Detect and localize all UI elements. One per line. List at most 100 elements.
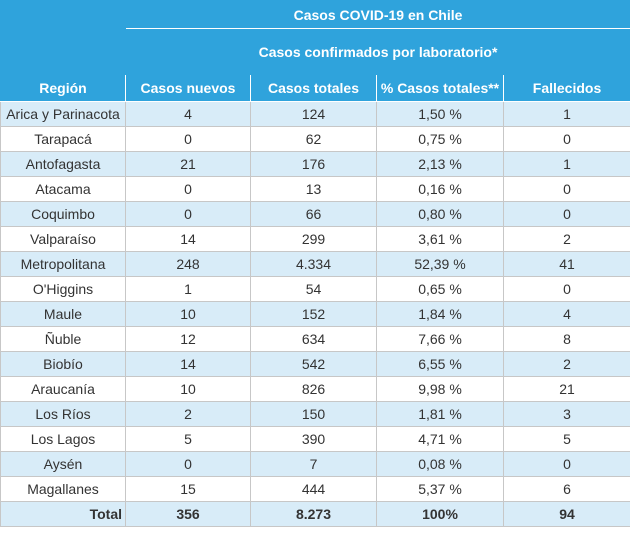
total-cases-cell: 13 (250, 176, 377, 202)
total-cases-cell: 4.334 (250, 251, 377, 277)
table-row: Maule 10 152 1,84 % 4 (0, 301, 630, 327)
total-cases-cell: 7 (250, 451, 377, 477)
deaths-cell: 0 (502, 176, 630, 202)
percent-cell: 2,13 % (376, 151, 504, 177)
table-row: Ñuble 12 634 7,66 % 8 (0, 326, 630, 352)
new-cases-cell: 2 (125, 401, 251, 427)
percent-cell: 3,61 % (376, 226, 504, 252)
table-row: Arica y Parinacota 4 124 1,50 % 1 (0, 101, 630, 127)
region-cell: Metropolitana (0, 251, 126, 277)
table-row: Valparaíso 14 299 3,61 % 2 (0, 226, 630, 252)
deaths-cell: 2 (502, 226, 630, 252)
deaths-cell: 0 (502, 276, 630, 302)
deaths-cell: 5 (502, 426, 630, 452)
percent-cell: 52,39 % (376, 251, 504, 277)
column-header-deaths: Fallecidos (502, 74, 630, 102)
new-cases-cell: 0 (125, 126, 251, 152)
region-cell: Biobío (0, 351, 126, 377)
region-cell: Los Ríos (0, 401, 126, 427)
deaths-cell: 8 (502, 326, 630, 352)
region-cell: Tarapacá (0, 126, 126, 152)
percent-cell: 0,16 % (376, 176, 504, 202)
total-cases-cell: 66 (250, 201, 377, 227)
region-cell: Atacama (0, 176, 126, 202)
total-cases-cell: 54 (250, 276, 377, 302)
new-cases-cell: 10 (125, 301, 251, 327)
total-cases-cell: 150 (250, 401, 377, 427)
deaths-cell: 2 (502, 351, 630, 377)
total-cases-cell: 542 (250, 351, 377, 377)
deaths-cell: 0 (502, 201, 630, 227)
column-header-percent-total: % Casos totales** (376, 74, 504, 102)
total-cases-cell: 299 (250, 226, 377, 252)
total-cases-cell: 444 (250, 476, 377, 502)
new-cases-cell: 1 (125, 276, 251, 302)
total-label: Total (0, 501, 126, 527)
table-row: Los Ríos 2 150 1,81 % 3 (0, 401, 630, 427)
percent-cell: 0,80 % (376, 201, 504, 227)
deaths-cell: 0 (502, 451, 630, 477)
new-cases-cell: 0 (125, 451, 251, 477)
region-cell: Magallanes (0, 476, 126, 502)
total-cases-cell: 124 (250, 101, 377, 127)
total-cases-cell: 62 (250, 126, 377, 152)
region-cell: Valparaíso (0, 226, 126, 252)
table-row: Metropolitana 248 4.334 52,39 % 41 (0, 251, 630, 277)
new-cases-cell: 15 (125, 476, 251, 502)
total-cases-cell: 152 (250, 301, 377, 327)
total-cases-cell: 826 (250, 376, 377, 402)
deaths-cell: 41 (502, 251, 630, 277)
percent-cell: 0,75 % (376, 126, 504, 152)
new-cases-cell: 21 (125, 151, 251, 177)
total-cases-cell: 176 (250, 151, 377, 177)
region-cell: Maule (0, 301, 126, 327)
new-cases-cell: 0 (125, 201, 251, 227)
column-header-new-cases: Casos nuevos (125, 74, 251, 102)
region-cell: Antofagasta (0, 151, 126, 177)
deaths-cell: 4 (502, 301, 630, 327)
table-row: Coquimbo 0 66 0,80 % 0 (0, 201, 630, 227)
deaths-cell: 0 (502, 126, 630, 152)
new-cases-cell: 14 (125, 226, 251, 252)
new-cases-cell: 5 (125, 426, 251, 452)
total-deaths: 94 (502, 501, 630, 527)
header-blank-cell (0, 0, 126, 75)
new-cases-cell: 10 (125, 376, 251, 402)
total-row: Total 356 8.273 100% 94 (0, 501, 630, 527)
region-cell: O'Higgins (0, 276, 126, 302)
total-new-cases: 356 (125, 501, 251, 527)
deaths-cell: 6 (502, 476, 630, 502)
table-row: Antofagasta 21 176 2,13 % 1 (0, 151, 630, 177)
percent-cell: 1,81 % (376, 401, 504, 427)
percent-cell: 0,65 % (376, 276, 504, 302)
deaths-cell: 1 (502, 101, 630, 127)
table-row: Araucanía 10 826 9,98 % 21 (0, 376, 630, 402)
total-cases-cell: 390 (250, 426, 377, 452)
percent-cell: 6,55 % (376, 351, 504, 377)
total-cases-cell: 634 (250, 326, 377, 352)
deaths-cell: 21 (502, 376, 630, 402)
percent-cell: 0,08 % (376, 451, 504, 477)
total-cases: 8.273 (250, 501, 377, 527)
region-cell: Arica y Parinacota (0, 101, 126, 127)
percent-cell: 1,84 % (376, 301, 504, 327)
region-cell: Coquimbo (0, 201, 126, 227)
percent-cell: 9,98 % (376, 376, 504, 402)
column-header-region: Región (0, 74, 126, 102)
deaths-cell: 1 (502, 151, 630, 177)
new-cases-cell: 0 (125, 176, 251, 202)
table-title: Casos COVID-19 en Chile (124, 0, 630, 29)
region-cell: Ñuble (0, 326, 126, 352)
new-cases-cell: 14 (125, 351, 251, 377)
table-row: Aysén 0 7 0,08 % 0 (0, 451, 630, 477)
table-row: Tarapacá 0 62 0,75 % 0 (0, 126, 630, 152)
table-row: Atacama 0 13 0,16 % 0 (0, 176, 630, 202)
new-cases-cell: 248 (125, 251, 251, 277)
new-cases-cell: 4 (125, 101, 251, 127)
deaths-cell: 3 (502, 401, 630, 427)
region-cell: Los Lagos (0, 426, 126, 452)
table-subtitle: Casos confirmados por laboratorio* (124, 28, 630, 75)
percent-cell: 1,50 % (376, 101, 504, 127)
column-header-total-cases: Casos totales (250, 74, 377, 102)
